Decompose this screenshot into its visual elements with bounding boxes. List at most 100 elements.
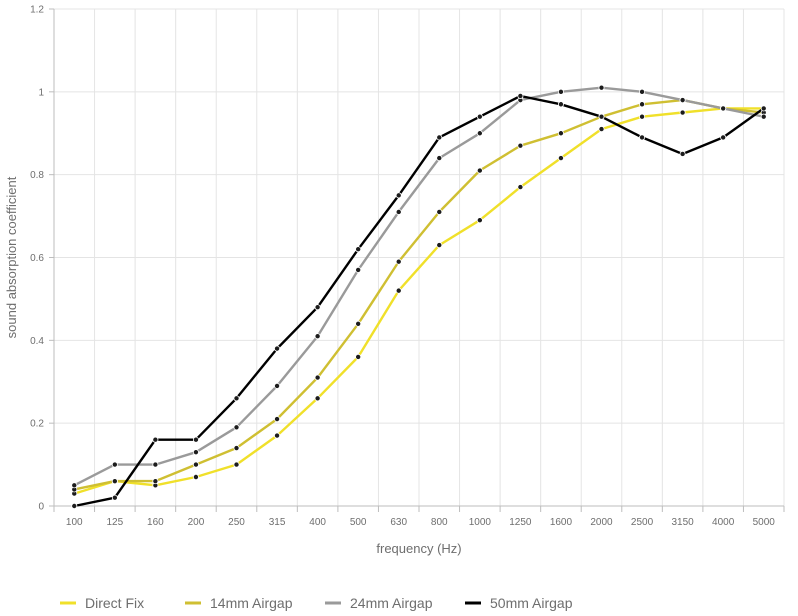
data-point: [111, 478, 118, 485]
x-tick-label: 400: [309, 517, 326, 528]
legend-label: 50mm Airgap: [490, 595, 573, 611]
data-point: [274, 382, 281, 389]
data-point: [476, 217, 483, 224]
data-point: [476, 113, 483, 120]
data-point: [598, 84, 605, 91]
x-tick-label: 200: [188, 517, 205, 528]
data-point: [355, 353, 362, 360]
data-point: [557, 155, 564, 162]
data-point: [395, 208, 402, 215]
data-point: [517, 92, 524, 99]
data-point: [233, 395, 240, 402]
series-line-2: [73, 98, 765, 491]
data-point: [557, 88, 564, 95]
data-point: [436, 208, 443, 215]
x-tick-label: 250: [228, 517, 245, 528]
y-tick-label: 0.6: [30, 253, 44, 264]
data-point: [274, 345, 281, 352]
data-point: [355, 320, 362, 327]
data-point: [557, 101, 564, 108]
data-point: [395, 287, 402, 294]
data-point: [111, 494, 118, 501]
data-point: [476, 130, 483, 137]
x-tick-label: 3150: [671, 517, 694, 528]
data-point: [395, 192, 402, 199]
x-tick-label: 160: [147, 517, 164, 528]
legend-label: 14mm Airgap: [210, 595, 293, 611]
legend-label: Direct Fix: [85, 595, 144, 611]
x-tick-label: 4000: [712, 517, 735, 528]
data-point: [314, 374, 321, 381]
data-point: [152, 461, 159, 468]
x-tick-label: 800: [431, 517, 448, 528]
x-tick-label: 630: [390, 517, 407, 528]
series-lines: [73, 86, 765, 508]
data-point: [71, 502, 78, 509]
data-point: [233, 445, 240, 452]
data-point: [436, 134, 443, 141]
series-line-4: [73, 94, 765, 508]
legend-item: Direct Fix: [60, 595, 144, 611]
grid: [53, 8, 785, 507]
x-tick-label: 315: [269, 517, 286, 528]
y-tick-label: 0.8: [30, 170, 44, 181]
y-tick-label: 0.2: [30, 419, 44, 430]
data-point: [598, 126, 605, 133]
data-point: [760, 105, 767, 112]
legend-label: 24mm Airgap: [350, 595, 433, 611]
series-line-3: [73, 86, 765, 487]
data-point: [395, 258, 402, 265]
x-tick-label: 1000: [469, 517, 492, 528]
data-point: [71, 482, 78, 489]
data-point: [639, 113, 646, 120]
data-point: [436, 242, 443, 249]
legend-item: 24mm Airgap: [325, 595, 433, 611]
x-axis-title: frequency (Hz): [376, 541, 461, 556]
data-point: [152, 478, 159, 485]
x-tick-label: 125: [106, 517, 123, 528]
data-point: [517, 184, 524, 191]
data-point: [274, 432, 281, 439]
x-tick-label: 2000: [590, 517, 613, 528]
data-point: [679, 109, 686, 116]
data-point: [720, 105, 727, 112]
data-point: [233, 424, 240, 431]
data-point: [679, 150, 686, 157]
x-tick-label: 5000: [753, 517, 776, 528]
data-point: [355, 246, 362, 253]
data-point: [314, 333, 321, 340]
x-tick-label: 100: [66, 517, 83, 528]
axes: 0 0.2 0.4 0.6 0.8 1 1.2 100 125 160 200 250 315 400 50…: [30, 5, 785, 528]
data-point: [314, 395, 321, 402]
data-point: [679, 97, 686, 104]
data-point: [760, 113, 767, 120]
data-point: [639, 88, 646, 95]
data-point: [152, 436, 159, 443]
data-point: [111, 461, 118, 468]
data-point: [639, 101, 646, 108]
data-point: [720, 134, 727, 141]
data-markers: [71, 84, 767, 509]
y-tick-label: 0.4: [30, 336, 44, 347]
data-point: [192, 461, 199, 468]
data-point: [192, 449, 199, 456]
data-point: [314, 304, 321, 311]
x-tick-label: 1600: [550, 517, 573, 528]
legend: Direct Fix 14mm Airgap 24mm Airgap 50mm Air…: [60, 595, 573, 611]
y-axis-title: sound absorption coefficient: [4, 176, 19, 338]
data-point: [355, 266, 362, 273]
y-tick-label: 1: [38, 87, 44, 98]
data-point: [192, 436, 199, 443]
x-tick-label: 1250: [509, 517, 532, 528]
data-point: [598, 113, 605, 120]
data-point: [192, 474, 199, 481]
series-line-1: [73, 107, 765, 495]
data-point: [436, 155, 443, 162]
data-point: [517, 142, 524, 149]
data-point: [233, 461, 240, 468]
y-tick-label: 0: [38, 502, 44, 513]
data-point: [639, 134, 646, 141]
data-point: [476, 167, 483, 174]
